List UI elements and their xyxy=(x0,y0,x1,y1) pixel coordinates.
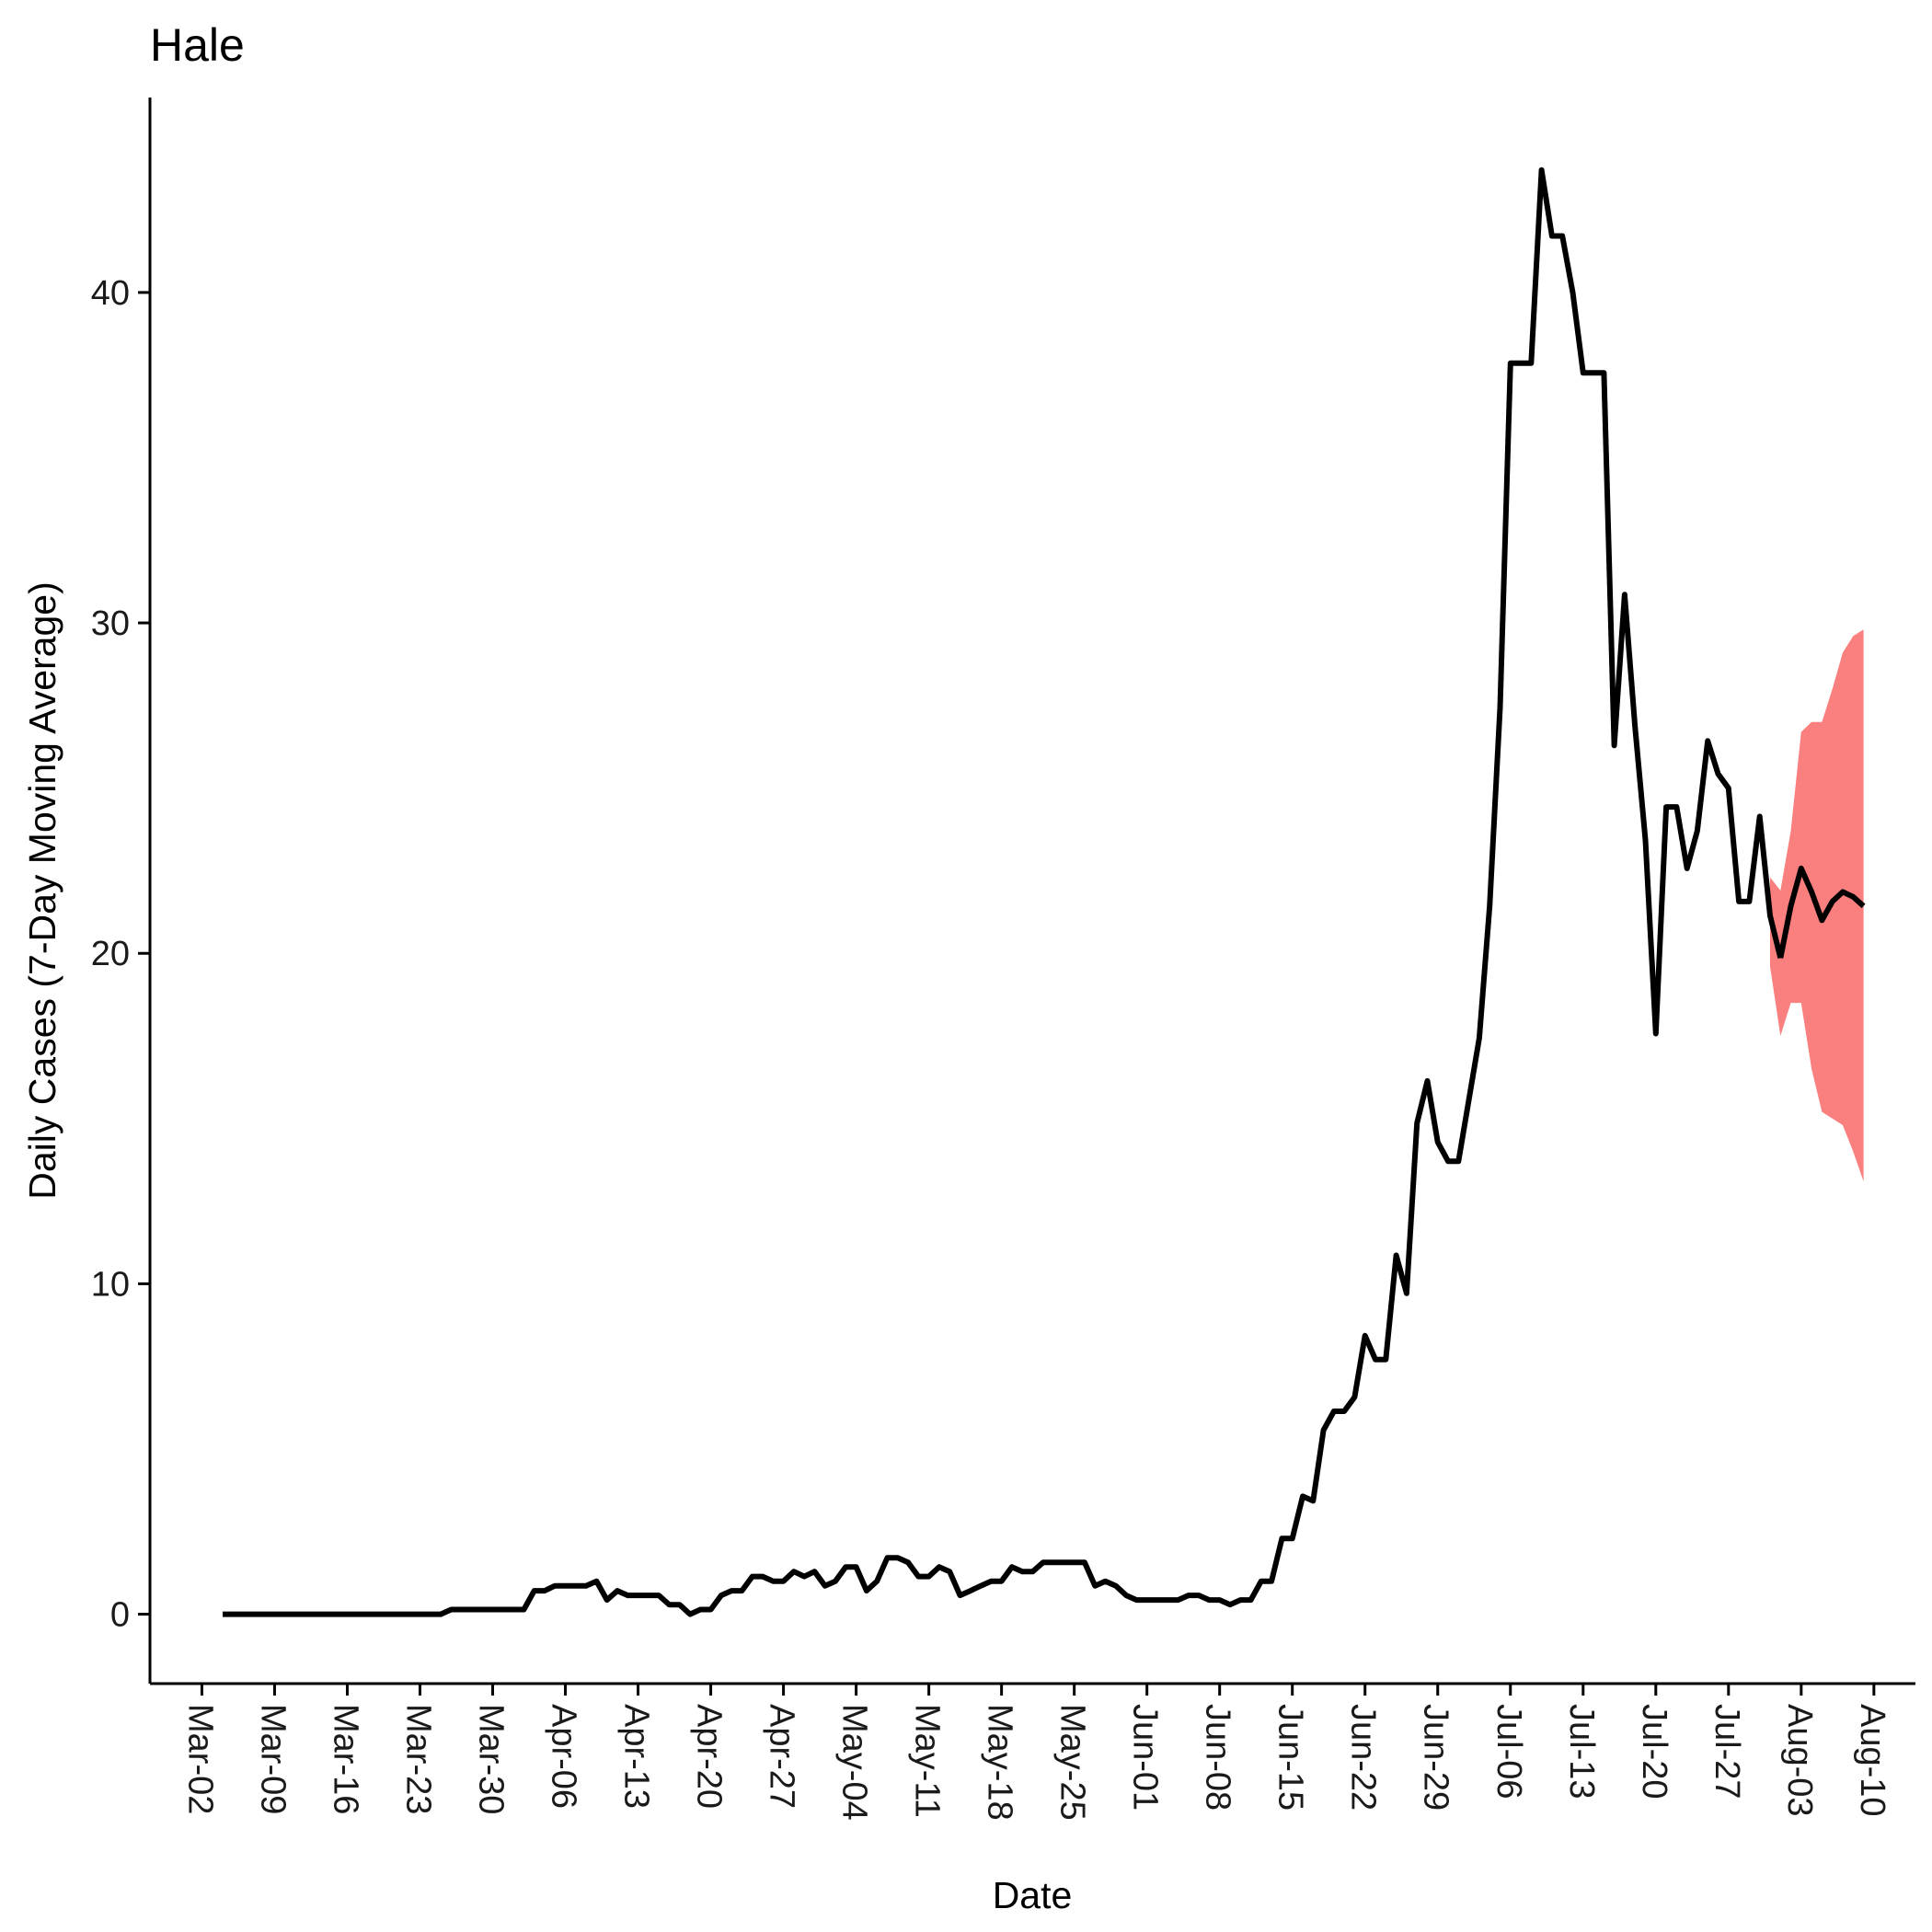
x-tick-label: Mar-30 xyxy=(472,1704,511,1814)
x-tick-label: Jun-29 xyxy=(1417,1704,1455,1811)
series-line-layer xyxy=(223,167,1866,1617)
y-tick-label: 30 xyxy=(91,604,130,643)
x-tick-label: May-18 xyxy=(981,1704,1019,1821)
y-tick-label: 0 xyxy=(110,1596,130,1635)
x-tick-label: Aug-03 xyxy=(1780,1704,1819,1817)
x-tick-label: May-25 xyxy=(1053,1704,1092,1821)
x-tick-label: Mar-09 xyxy=(254,1704,293,1814)
y-axis-ticks: 0 10 20 30 40 xyxy=(91,274,150,1635)
series-line-forecast xyxy=(1777,865,1866,959)
x-tick-label: Jun-22 xyxy=(1344,1704,1383,1811)
series-line-observed xyxy=(223,167,1784,1617)
x-tick-label: Jul-27 xyxy=(1708,1704,1746,1800)
y-tick-label: 40 xyxy=(91,274,130,313)
x-tick-label: Jun-08 xyxy=(1199,1704,1237,1811)
x-tick-label: Mar-16 xyxy=(327,1704,365,1814)
x-tick-label: Jul-06 xyxy=(1489,1704,1528,1800)
x-tick-label: Apr-06 xyxy=(545,1704,583,1809)
chart-title: Hale xyxy=(150,19,245,71)
x-tick-label: Jun-01 xyxy=(1126,1704,1165,1811)
y-axis-title: Daily Cases (7-Day Moving Average) xyxy=(21,581,63,1199)
x-tick-label: Jul-13 xyxy=(1562,1704,1601,1800)
x-tick-label: Apr-13 xyxy=(617,1704,656,1809)
x-tick-label: Jun-15 xyxy=(1271,1704,1310,1811)
x-tick-label: Jul-20 xyxy=(1635,1704,1673,1800)
y-tick-label: 10 xyxy=(91,1265,130,1304)
x-axis-title: Date xyxy=(993,1874,1073,1916)
x-tick-label: Apr-20 xyxy=(690,1704,729,1809)
x-tick-label: Aug-10 xyxy=(1853,1704,1892,1817)
y-tick-label: 20 xyxy=(91,935,130,973)
x-tick-label: May-04 xyxy=(835,1704,874,1821)
x-tick-label: Apr-27 xyxy=(763,1704,801,1809)
x-tick-label: May-11 xyxy=(908,1704,947,1818)
x-axis-ticks: Mar-02 Mar-09 Mar-16 Mar-23 Mar-30 Apr-06 Apr-… xyxy=(180,1684,1892,1821)
x-tick-label: Mar-23 xyxy=(399,1704,438,1814)
x-tick-label: Mar-02 xyxy=(180,1704,219,1814)
